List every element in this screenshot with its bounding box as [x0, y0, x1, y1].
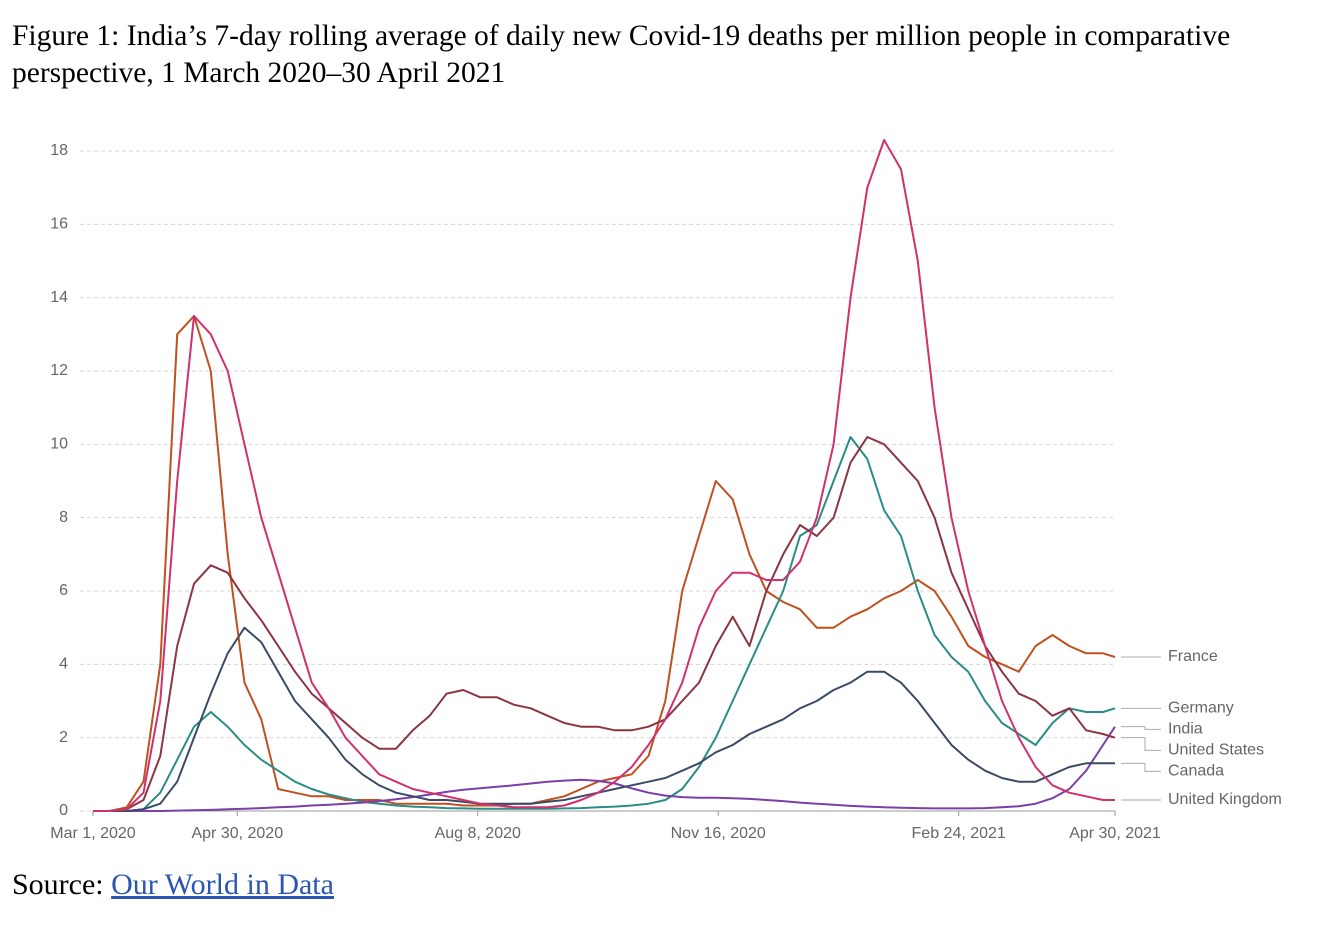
- legend-connector: [1121, 726, 1161, 730]
- source-label: Source:: [12, 868, 104, 901]
- x-tick-label: Apr 30, 2021: [1069, 825, 1161, 842]
- series-line: [93, 436, 1116, 812]
- series-line: [93, 315, 1116, 812]
- series-line: [93, 626, 1115, 812]
- x-tick-label: Apr 30, 2020: [191, 825, 283, 842]
- series-line: [93, 139, 1115, 812]
- y-tick-label: 8: [59, 509, 68, 526]
- y-tick-label: 14: [50, 289, 68, 306]
- legend-label: Germany: [1168, 700, 1234, 717]
- y-tick-label: 12: [50, 362, 68, 379]
- y-tick-label: 2: [59, 729, 68, 746]
- source: Source: Our World in Data: [12, 868, 334, 902]
- legend-label: United States: [1168, 742, 1264, 759]
- legend-label: United Kingdom: [1168, 791, 1282, 808]
- y-tick-label: 16: [50, 216, 68, 233]
- legend-connector: [1121, 762, 1161, 772]
- chart: 0 2 4 6 8 10 12 14 16 18 Mar 1, 2020 Apr 30, 2020 Au…: [50, 139, 1282, 842]
- legend-connector: [1121, 737, 1161, 751]
- source-link[interactable]: Our World in Data: [111, 868, 334, 901]
- series-line: [93, 726, 1116, 812]
- x-tick-label: Feb 24, 2021: [912, 825, 1006, 842]
- x-tick-label: Mar 1, 2020: [50, 825, 135, 842]
- x-tick-label: Aug 8, 2020: [435, 825, 521, 842]
- legend-label: France: [1168, 648, 1218, 665]
- legend-label: India: [1168, 721, 1203, 738]
- legend-label: Canada: [1168, 763, 1224, 780]
- y-tick-label: 10: [50, 436, 68, 453]
- y-tick-label: 6: [59, 582, 68, 599]
- y-tick-label: 18: [50, 142, 68, 159]
- series-line: [93, 436, 1116, 812]
- y-tick-label: 4: [59, 656, 68, 673]
- caption: Figure 1: India’s 7-day rolling average …: [12, 20, 1231, 89]
- x-tick-label: Nov 16, 2020: [671, 825, 766, 842]
- y-tick-label: 0: [59, 802, 68, 819]
